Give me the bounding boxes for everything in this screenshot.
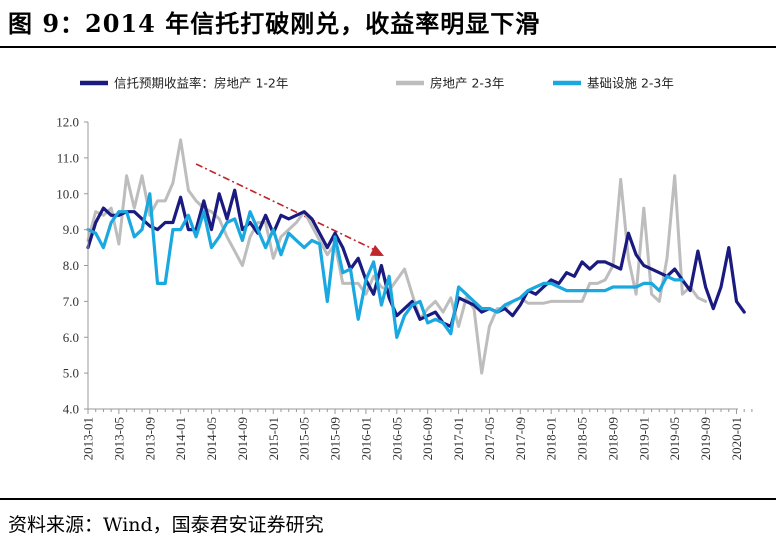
chart-axes: 4.0 5.0 6.0 7.0 8.0 9.0 10.0 11.0 12.0 2013-01 201… — [56, 115, 753, 460]
series-line-1 — [86, 138, 708, 375]
x-tick-label: 2018-01 — [544, 417, 559, 460]
x-tick-label: 2013-01 — [81, 417, 96, 460]
x-tick-label: 2018-09 — [605, 417, 620, 460]
trend-arrow — [195, 163, 384, 256]
x-tick-label: 2016-05 — [389, 417, 404, 460]
x-tick-label: 2020-01 — [729, 417, 744, 460]
x-tick-label: 2019-09 — [698, 417, 713, 460]
series-layer — [86, 138, 746, 375]
x-tick-label: 2015-09 — [328, 417, 343, 460]
y-tick-label: 10.0 — [56, 186, 79, 201]
series-line-2 — [86, 192, 685, 339]
x-tick-label: 2017-05 — [482, 417, 497, 460]
x-tick-label: 2019-01 — [636, 417, 651, 460]
y-tick-label: 7.0 — [63, 294, 79, 309]
figure-title: 图 9：2014 年信托打破刚兑，收益率明显下滑 — [8, 9, 541, 38]
x-tick-label: 2014-05 — [204, 417, 219, 460]
x-tick-label: 2015-01 — [266, 417, 281, 460]
chart-legend: 信托预期收益率：房地产 1-2年 房地产 2-3年 基础设施 2-3年 — [80, 76, 674, 91]
x-tick-label: 2017-09 — [513, 417, 528, 460]
trend-arrow-head — [369, 244, 384, 256]
x-tick-label: 2013-09 — [142, 417, 157, 460]
x-tick-label: 2019-05 — [667, 417, 682, 460]
legend-label-2: 基础设施 2-3年 — [587, 76, 674, 91]
y-tick-label: 8.0 — [63, 258, 79, 273]
x-tick-label: 2014-01 — [173, 417, 188, 460]
title-rule — [0, 46, 776, 48]
y-tick-label: 5.0 — [63, 366, 79, 381]
y-tick-label: 11.0 — [57, 150, 79, 165]
figure-source: 资料来源：Wind，国泰君安证券研究 — [8, 514, 324, 536]
legend-label-0: 信托预期收益率：房地产 1-2年 — [114, 76, 288, 91]
y-tick-label: 12.0 — [56, 115, 79, 130]
trend-arrow-shaft — [195, 163, 376, 251]
series-line-0 — [86, 188, 746, 329]
x-tick-label: 2016-01 — [358, 417, 373, 460]
x-tick-label: 2013-05 — [111, 417, 126, 460]
x-tick-label: 2014-09 — [235, 417, 250, 460]
x-tick-label: 2015-05 — [297, 417, 312, 460]
y-tick-label: 6.0 — [63, 330, 79, 345]
x-tick-label: 2016-09 — [420, 417, 435, 460]
y-tick-label: 4.0 — [63, 402, 79, 417]
y-tick-label: 9.0 — [63, 222, 79, 237]
legend-label-1: 房地产 2-3年 — [430, 76, 504, 91]
source-rule — [0, 498, 776, 500]
x-tick-label: 2017-01 — [451, 417, 466, 460]
x-tick-label: 2018-05 — [575, 417, 590, 460]
